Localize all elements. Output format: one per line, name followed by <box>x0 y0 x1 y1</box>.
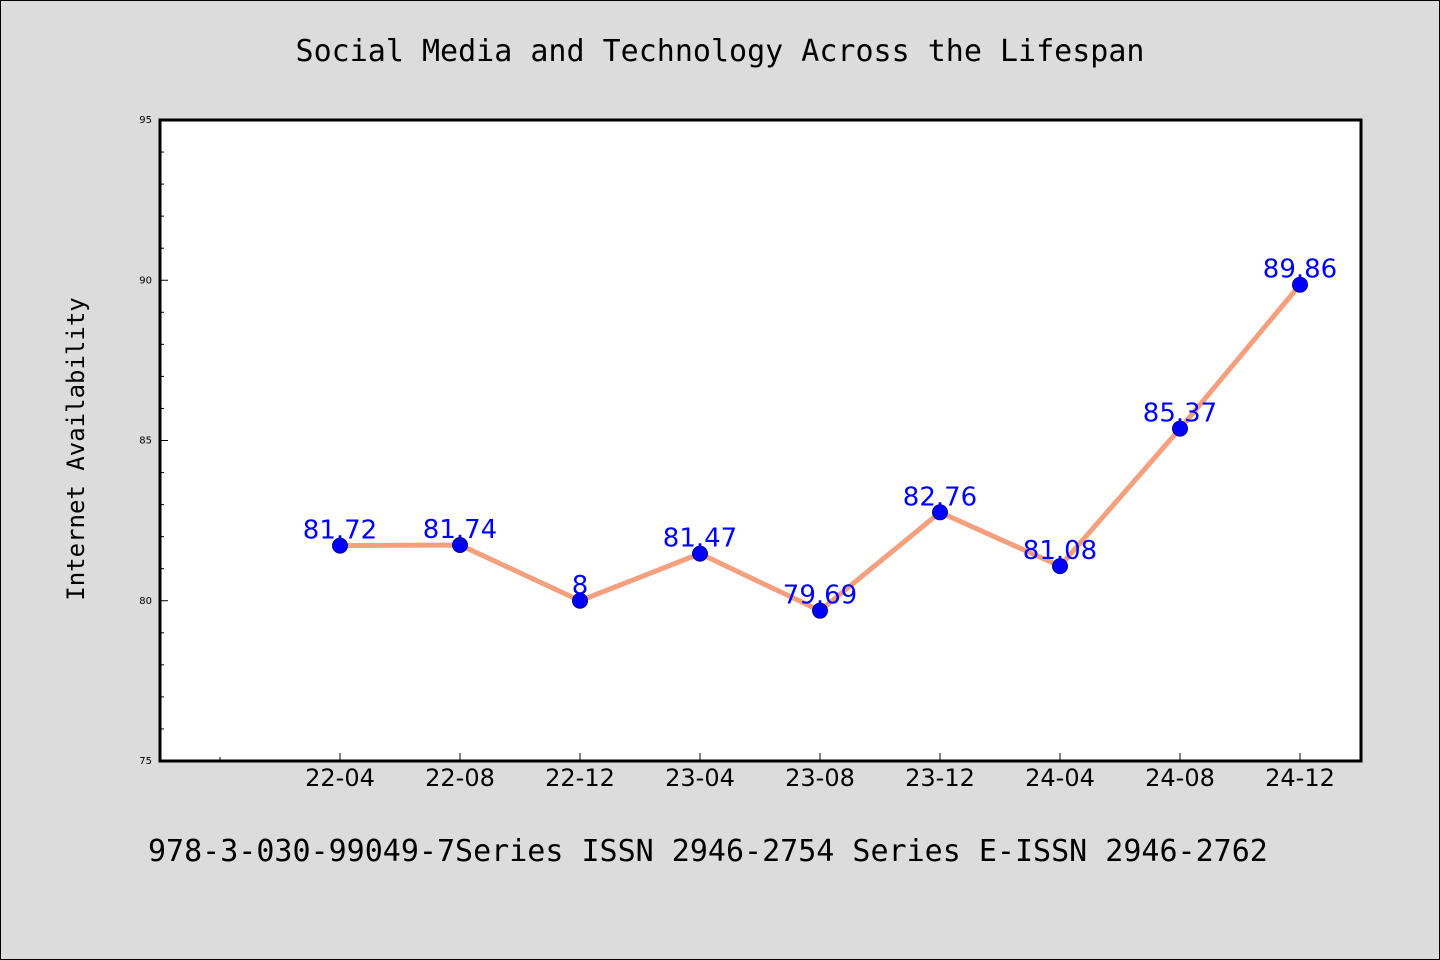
data-point <box>1052 558 1068 575</box>
y-axis: 75 80 85 90 95 <box>139 115 168 767</box>
x-axis: 22-04 22-08 22-12 23-04 23-08 23-12 24-04 24-08… <box>219 753 1335 792</box>
data-label: 81.47 <box>663 524 737 554</box>
data-markers <box>332 276 1308 619</box>
data-point <box>932 504 948 521</box>
data-label: 82.76 <box>903 482 977 512</box>
y-tick-label: 90 <box>139 275 152 286</box>
plot-area <box>158 118 1363 763</box>
data-point <box>452 536 468 553</box>
x-tick-label: 23-04 <box>665 764 735 792</box>
data-label: 81.74 <box>423 515 497 545</box>
data-point <box>1292 276 1308 293</box>
y-axis-label: Internet Availability <box>62 297 90 600</box>
data-point <box>572 592 588 609</box>
data-labels: 81.72 81.74 8 81.47 79.69 82.76 81.08 85.37 89.8… <box>303 255 1337 611</box>
x-tick-label: 23-08 <box>785 764 855 792</box>
data-point <box>332 537 348 554</box>
data-point <box>812 602 828 619</box>
data-point <box>692 545 708 562</box>
x-tick-label: 24-04 <box>1025 764 1095 792</box>
x-tick-label: 22-04 <box>305 764 375 792</box>
footer-text: 978-3-030-99049-7Series ISSN 2946-2754 S… <box>148 834 1268 869</box>
data-label: 89.86 <box>1263 255 1337 285</box>
data-label: 79.69 <box>783 581 857 611</box>
data-label: 81.08 <box>1023 536 1097 566</box>
y-tick-label: 95 <box>139 115 152 126</box>
chart-title: Social Media and Technology Across the L… <box>295 34 1145 69</box>
y-tick-label: 80 <box>139 596 152 607</box>
x-tick-label: 24-08 <box>1145 764 1215 792</box>
data-label: 81.72 <box>303 516 377 546</box>
data-label: 85.37 <box>1143 399 1217 429</box>
data-label: 8 <box>572 571 589 601</box>
y-tick-label: 85 <box>139 436 152 447</box>
x-tick-label: 23-12 <box>905 764 975 792</box>
x-tick-label: 24-12 <box>1265 764 1335 792</box>
x-tick-label: 22-12 <box>545 764 615 792</box>
x-tick-label: 22-08 <box>425 764 495 792</box>
y-tick-label: 75 <box>139 756 152 767</box>
data-point <box>1172 420 1188 437</box>
